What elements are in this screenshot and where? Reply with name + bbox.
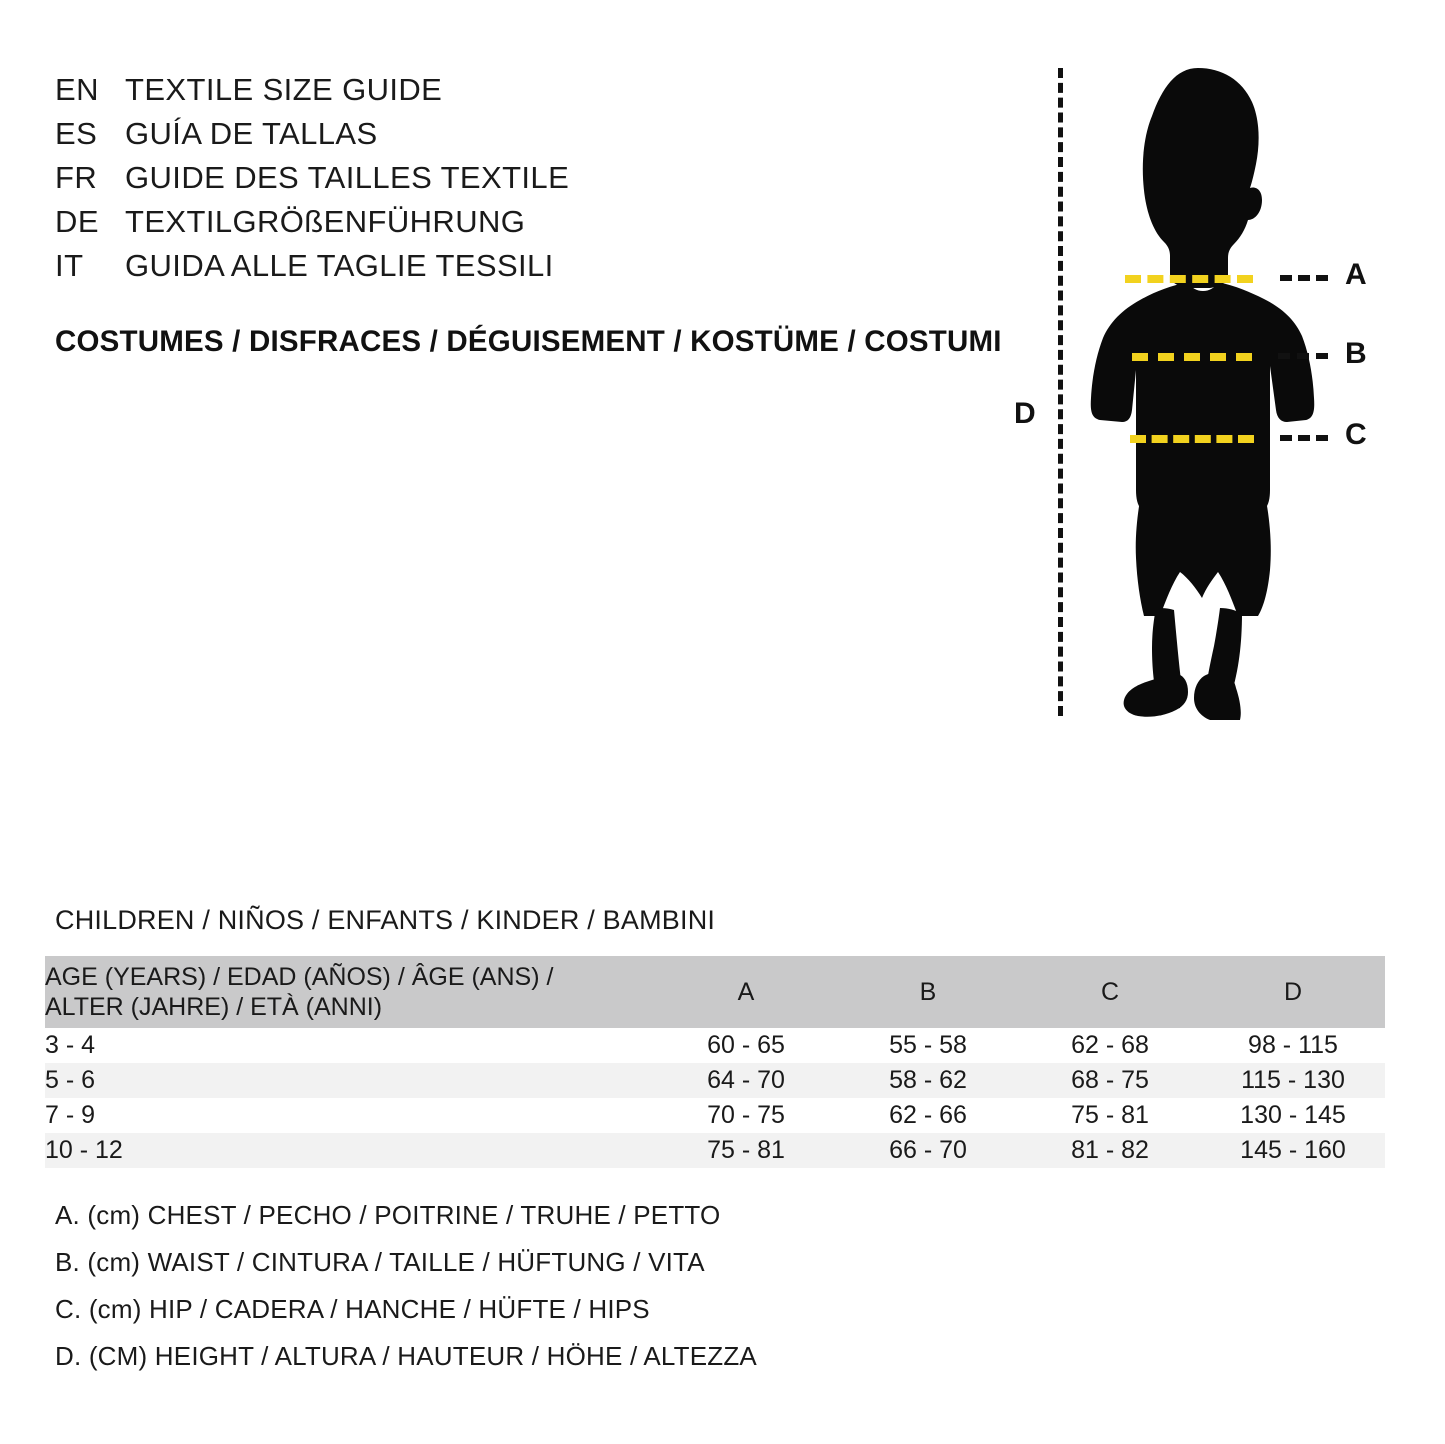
column-header-a: A bbox=[737, 977, 755, 1006]
hip-measure-line bbox=[1130, 435, 1254, 443]
cell-chest: 75 - 81 bbox=[707, 1136, 785, 1164]
table-row: 5 - 6 64 - 70 58 - 62 68 - 75 115 - 130 bbox=[45, 1063, 1385, 1098]
language-row: EN TEXTILE SIZE GUIDE bbox=[55, 72, 955, 116]
language-title: GUIDA ALLE TAGLIE TESSILI bbox=[125, 248, 554, 283]
language-code: IT bbox=[55, 248, 84, 283]
language-row: ES GUÍA DE TALLAS bbox=[55, 116, 955, 160]
table-group-title: CHILDREN / NIÑOS / ENFANTS / KINDER / BA… bbox=[55, 905, 716, 935]
cell-chest: 70 - 75 bbox=[707, 1101, 785, 1129]
cell-hip: 81 - 82 bbox=[1071, 1136, 1149, 1164]
column-header-d: D bbox=[1283, 977, 1303, 1006]
cell-waist: 66 - 70 bbox=[889, 1136, 967, 1164]
legend-item-a: A. (cm) CHEST / PECHO / POITRINE / TRUHE… bbox=[55, 1200, 721, 1230]
cell-height: 98 - 115 bbox=[1248, 1031, 1338, 1059]
language-title: GUIDE DES TAILLES TEXTILE bbox=[125, 160, 570, 195]
measurement-diagram: D A B C bbox=[990, 60, 1410, 730]
cell-height: 115 - 130 bbox=[1241, 1066, 1345, 1094]
measure-label-b: B bbox=[1345, 337, 1367, 370]
column-header-c: C bbox=[1100, 977, 1120, 1006]
language-code: FR bbox=[55, 160, 98, 195]
cell-waist: 62 - 66 bbox=[889, 1101, 967, 1129]
language-title: TEXTILE SIZE GUIDE bbox=[125, 72, 443, 107]
language-row: IT GUIDA ALLE TAGLIE TESSILI bbox=[55, 248, 955, 292]
size-table: AGE (YEARS) / EDAD (AÑOS) / ÂGE (ANS) / … bbox=[45, 956, 1385, 1168]
cell-chest: 64 - 70 bbox=[707, 1066, 785, 1094]
height-guide-line bbox=[1058, 68, 1063, 716]
chest-leader-line bbox=[1280, 275, 1328, 281]
age-header-line-2: ALTER (JAHRE) / ETÀ (ANNI) bbox=[45, 993, 383, 1021]
language-row: FR GUIDE DES TAILLES TEXTILE bbox=[55, 160, 955, 204]
chest-measure-line bbox=[1125, 275, 1253, 283]
cell-hip: 62 - 68 bbox=[1071, 1031, 1149, 1059]
cell-hip: 68 - 75 bbox=[1071, 1066, 1149, 1094]
language-code: DE bbox=[55, 204, 100, 239]
child-silhouette-icon bbox=[1090, 68, 1315, 720]
cell-waist: 58 - 62 bbox=[889, 1066, 967, 1094]
cell-hip: 75 - 81 bbox=[1071, 1101, 1149, 1129]
legend-item-c: C. (cm) HIP / CADERA / HANCHE / HÜFTE / … bbox=[55, 1294, 650, 1324]
table-row: 10 - 12 75 - 81 66 - 70 81 - 82 145 - 16… bbox=[45, 1133, 1385, 1168]
cell-age: 7 - 9 bbox=[45, 1101, 96, 1129]
language-title-block: EN TEXTILE SIZE GUIDE ES GUÍA DE TALLAS … bbox=[55, 72, 955, 292]
cell-height: 130 - 145 bbox=[1240, 1101, 1346, 1129]
hip-leader-line bbox=[1280, 435, 1328, 441]
language-title: GUÍA DE TALLAS bbox=[125, 116, 378, 151]
cell-age: 5 - 6 bbox=[45, 1066, 96, 1094]
waist-leader-line bbox=[1278, 353, 1328, 359]
measure-label-d: D bbox=[1014, 397, 1036, 430]
language-code: ES bbox=[55, 116, 98, 151]
cell-chest: 60 - 65 bbox=[707, 1031, 785, 1059]
table-header-row: AGE (YEARS) / EDAD (AÑOS) / ÂGE (ANS) / … bbox=[45, 956, 1385, 1028]
measure-label-c: C bbox=[1345, 418, 1367, 451]
legend-item-d: D. (CM) HEIGHT / ALTURA / HAUTEUR / HÖHE… bbox=[55, 1341, 757, 1371]
cell-waist: 55 - 58 bbox=[889, 1031, 967, 1059]
table-row: 7 - 9 70 - 75 62 - 66 75 - 81 130 - 145 bbox=[45, 1098, 1385, 1133]
legend-item-b: B. (cm) WAIST / CINTURA / TAILLE / HÜFTU… bbox=[55, 1247, 705, 1277]
column-header-b: B bbox=[919, 977, 937, 1006]
column-header-age: AGE (YEARS) / EDAD (AÑOS) / ÂGE (ANS) / … bbox=[45, 956, 655, 1028]
language-code: EN bbox=[55, 72, 100, 107]
language-row: DE TEXTILGRÖßENFÜHRUNG bbox=[55, 204, 955, 248]
measure-label-a: A bbox=[1345, 258, 1367, 291]
waist-measure-line bbox=[1132, 353, 1252, 361]
cell-age: 3 - 4 bbox=[45, 1031, 96, 1059]
category-heading: COSTUMES / DISFRACES / DÉGUISEMENT / KOS… bbox=[55, 325, 1002, 358]
cell-height: 145 - 160 bbox=[1240, 1136, 1346, 1164]
age-header-line-1: AGE (YEARS) / EDAD (AÑOS) / ÂGE (ANS) / bbox=[45, 962, 554, 991]
cell-age: 10 - 12 bbox=[45, 1136, 123, 1164]
measurement-legend: A. (cm) CHEST / PECHO / POITRINE / TRUHE… bbox=[55, 1200, 1055, 1388]
language-title: TEXTILGRÖßENFÜHRUNG bbox=[125, 204, 526, 239]
table-row: 3 - 4 60 - 65 55 - 58 62 - 68 98 - 115 bbox=[45, 1028, 1385, 1063]
